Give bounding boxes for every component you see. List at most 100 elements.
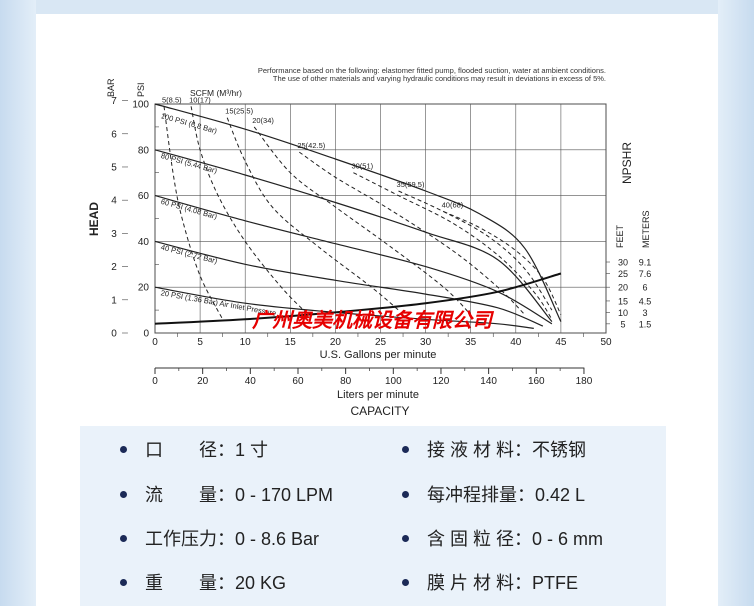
feet-tick-label: 15 — [618, 296, 628, 306]
psi-tick-label: 0 — [143, 329, 149, 340]
spec-item: 每冲程排量：0.42 L — [402, 481, 585, 507]
spec-value: 不锈钢 — [532, 440, 587, 460]
spec-value: 0 - 170 LPM — [235, 485, 334, 505]
x-tick-label: 0 — [152, 337, 158, 348]
spec-value: 0.42 L — [535, 485, 586, 505]
psi-tick-label: 20 — [138, 283, 150, 294]
feet-tick-label: 5 — [620, 319, 625, 329]
meters-tick-label: 3 — [642, 308, 647, 318]
lpm-tick-label: 140 — [480, 376, 497, 387]
pressure-curve — [154, 149, 553, 322]
npshr-label: NPSHR — [620, 142, 634, 184]
pressure-curve-label: 60 PSI (4.08 Bar) — [160, 197, 219, 221]
spec-label: 口 径： — [145, 440, 235, 460]
bullet-icon — [120, 445, 127, 453]
x-axis-label-gpm: U.S. Gallons per minute — [320, 349, 437, 361]
x-axis-label-lpm: Liters per minute — [337, 389, 419, 401]
x-tick-label: 45 — [555, 337, 567, 348]
x-tick-label: 15 — [285, 337, 297, 348]
scfm-curve — [163, 106, 224, 320]
lpm-tick-label: 100 — [385, 376, 402, 387]
chart-ticks: 0 5 10 15 20 25 30 35 40 45 5002040608010001234567… — [111, 96, 651, 387]
spec-value: 1 寸 — [235, 440, 269, 460]
lpm-tick-label: 20 — [197, 376, 209, 387]
bar-tick-label: 7 — [111, 96, 117, 107]
lpm-tick-label: 0 — [152, 376, 158, 387]
bullet-icon — [120, 578, 127, 586]
meters-tick-label: 7.6 — [639, 269, 652, 279]
spec-label: 含 固 粒 径： — [427, 529, 533, 549]
scfm-curve-label: 35(59.5) — [397, 180, 425, 189]
bullet-icon — [402, 490, 409, 498]
x-tick-label: 10 — [240, 337, 252, 348]
scfm-label: SCFM (M³/hr) — [190, 88, 242, 98]
scfm-curve-label: 15(25.5) — [225, 107, 253, 116]
psi-tick-label: 100 — [132, 100, 149, 111]
x-tick-label: 20 — [330, 337, 342, 348]
npshr-curve — [154, 272, 562, 325]
feet-label: FEET — [615, 224, 625, 248]
feet-tick-label: 10 — [618, 308, 628, 318]
right-frame — [718, 0, 754, 606]
scfm-curve-label: 5(8.5) — [162, 95, 182, 104]
pressure-curve-label: 80 PSI (5.44 Bar) — [160, 151, 219, 175]
lpm-tick-label: 180 — [576, 376, 593, 387]
meters-label: METERS — [641, 210, 651, 248]
note-line-1: Performance based on the following: elas… — [258, 66, 606, 75]
scfm-curve-label: 10(17) — [189, 95, 211, 104]
head-axis-label: HEAD — [87, 202, 101, 236]
scfm-curve-label: 25(42.5) — [297, 141, 325, 150]
lpm-tick-label: 60 — [292, 376, 304, 387]
spec-label: 重 量： — [145, 573, 235, 593]
bar-tick-label: 6 — [111, 129, 117, 140]
spec-label: 膜 片 材 料： — [427, 573, 533, 593]
psi-tick-label: 60 — [138, 191, 150, 202]
x-tick-label: 40 — [510, 337, 522, 348]
spec-value: 0 - 6 mm — [532, 529, 604, 549]
bullet-icon — [402, 578, 409, 586]
spec-label: 接 液 材 料： — [427, 440, 533, 460]
bar-tick-label: 1 — [111, 295, 117, 306]
bullet-icon — [402, 534, 409, 542]
spec-value: PTFE — [532, 573, 579, 593]
spec-item: 流 量：0 - 170 LPM — [120, 481, 333, 507]
bullet-icon — [120, 534, 127, 542]
company-watermark: 广州奥美机械设备有限公司 — [252, 308, 495, 332]
bar-tick-label: 4 — [111, 196, 117, 207]
spec-value: 20 KG — [235, 573, 287, 593]
spec-item: 口 径：1 寸 — [120, 436, 268, 462]
spec-item: 重 量：20 KG — [120, 569, 286, 595]
scfm-curve — [299, 151, 526, 316]
x-tick-label: 30 — [420, 337, 432, 348]
scfm-curve — [226, 117, 399, 311]
top-band — [36, 0, 718, 14]
psi-tick-label: 80 — [138, 145, 150, 156]
feet-tick-label: 30 — [618, 258, 628, 268]
pressure-curve — [154, 103, 562, 322]
x-tick-label: 35 — [465, 337, 477, 348]
psi-tick-label: 40 — [138, 237, 150, 248]
chart-grid — [154, 103, 607, 337]
lpm-tick-label: 80 — [340, 376, 352, 387]
capacity-label: CAPACITY — [350, 404, 409, 418]
bar-tick-label: 5 — [111, 162, 117, 173]
meters-tick-label: 1.5 — [639, 319, 652, 329]
bar-tick-label: 3 — [111, 229, 117, 240]
lpm-tick-label: 120 — [433, 376, 450, 387]
feet-tick-label: 25 — [618, 269, 628, 279]
spec-label: 流 量： — [145, 485, 235, 505]
bullet-icon — [402, 445, 409, 453]
lpm-tick-label: 40 — [245, 376, 257, 387]
pressure-curve — [154, 240, 544, 327]
spec-item: 膜 片 材 料：PTFE — [402, 569, 578, 595]
psi-axis-label: PSI — [136, 82, 146, 97]
bullet-icon — [120, 490, 127, 498]
spec-item: 工作压力：0 - 8.6 Bar — [120, 525, 319, 551]
spec-item: 含 固 粒 径：0 - 6 mm — [402, 525, 603, 551]
scfm-curve-label: 30(51) — [351, 162, 373, 171]
pressure-curve — [154, 286, 534, 329]
scfm-curve — [398, 190, 553, 311]
bar-tick-label: 2 — [111, 262, 117, 273]
lpm-tick-label: 160 — [528, 376, 545, 387]
